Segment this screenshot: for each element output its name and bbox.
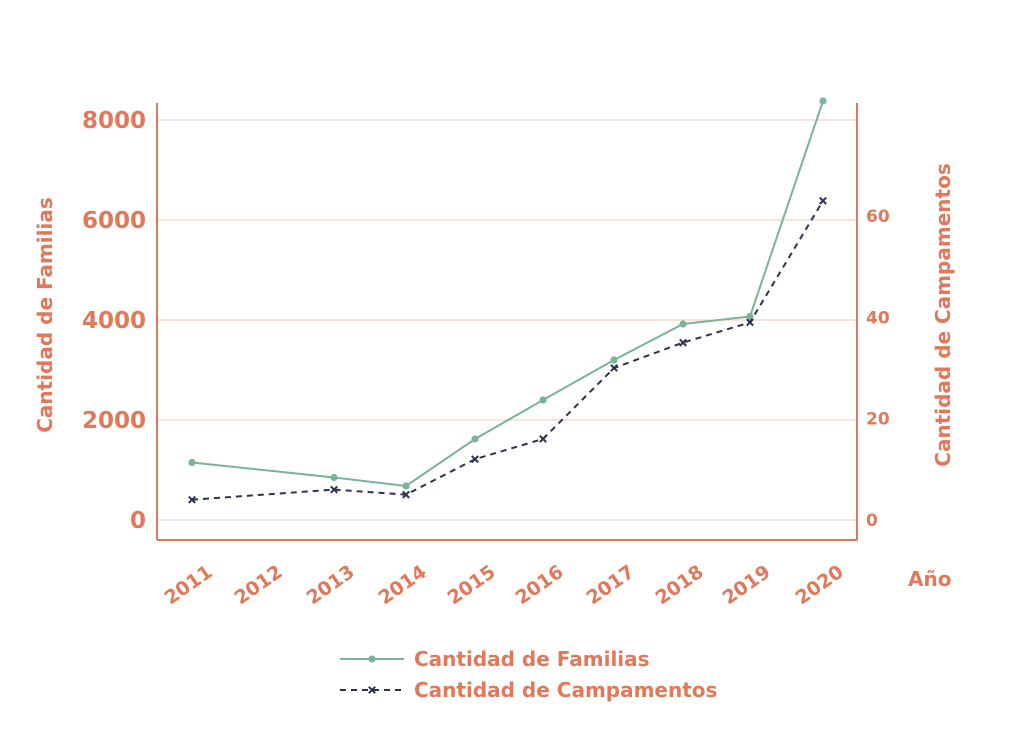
data-point-familias — [539, 396, 547, 404]
data-point-x — [368, 686, 376, 694]
x-tick-label: 2018 — [652, 561, 708, 609]
data-point-familias — [402, 482, 410, 490]
axes — [156, 103, 858, 541]
x-tick-label: 2012 — [231, 561, 287, 609]
x-axis-title: Año — [908, 567, 951, 591]
data-point-x — [471, 455, 479, 464]
legend-item-campamentos: Cantidad de Campamentos — [340, 678, 717, 702]
x-tick-label: 2019 — [719, 561, 775, 609]
data-point-x — [679, 338, 687, 347]
y-left-tick-label: 2000 — [82, 408, 146, 434]
y-left-tick-label: 4000 — [82, 308, 146, 334]
data-point-familias — [679, 320, 687, 328]
series-line-campamentos — [191, 200, 824, 501]
data-point-x — [610, 364, 618, 372]
legend-item-familias: Cantidad de Familias — [340, 647, 650, 671]
series — [188, 97, 827, 504]
y-right-tick-label: 20 — [866, 410, 890, 430]
x-tick-label: 2020 — [792, 561, 848, 609]
data-point-familias — [330, 473, 338, 482]
data-point-familias — [471, 435, 479, 443]
data-point-x — [402, 490, 410, 499]
data-point-x — [819, 196, 827, 205]
y-axis-left-title: Cantidad de Familias — [33, 197, 57, 433]
series-line-familias — [191, 100, 824, 488]
x-tick-label: 2013 — [303, 561, 359, 609]
y-axis-right-title: Cantidad de Campamentos — [931, 163, 955, 466]
data-point-x — [188, 495, 196, 504]
x-tick-label: 2016 — [512, 561, 568, 609]
data-point-familias — [610, 356, 618, 364]
x-tick-label: 2011 — [161, 561, 217, 609]
legend-marker-x — [368, 686, 376, 694]
data-point-x — [746, 318, 754, 327]
data-point-x — [539, 435, 547, 443]
x-tick-label: 2014 — [375, 561, 431, 609]
data-point-familias — [746, 312, 754, 321]
legend-marker-circle — [368, 655, 376, 663]
gridlines — [157, 119, 857, 521]
data-point-familias — [819, 97, 827, 105]
data-point-x — [330, 485, 338, 494]
y-left-tick-label: 8000 — [82, 108, 146, 134]
x-tick-label: 2017 — [583, 561, 639, 609]
x-tick-label: 2015 — [444, 561, 500, 609]
legend: Cantidad de Familias Cantidad de Campame… — [340, 647, 717, 702]
legend-label-familias: Cantidad de Familias — [414, 647, 650, 671]
tick-labels: 0 2000 4000 6000 8000 0 20 40 60 2011 2012 2013 2014… — [82, 108, 890, 609]
data-point-familias — [188, 458, 196, 467]
y-left-tick-label: 0 — [130, 508, 146, 534]
y-left-tick-label: 6000 — [82, 208, 146, 234]
y-right-tick-label: 0 — [866, 511, 878, 531]
y-right-tick-label: 40 — [866, 308, 890, 328]
y-right-tick-label: 60 — [866, 207, 890, 227]
legend-label-campamentos: Cantidad de Campamentos — [414, 678, 717, 702]
